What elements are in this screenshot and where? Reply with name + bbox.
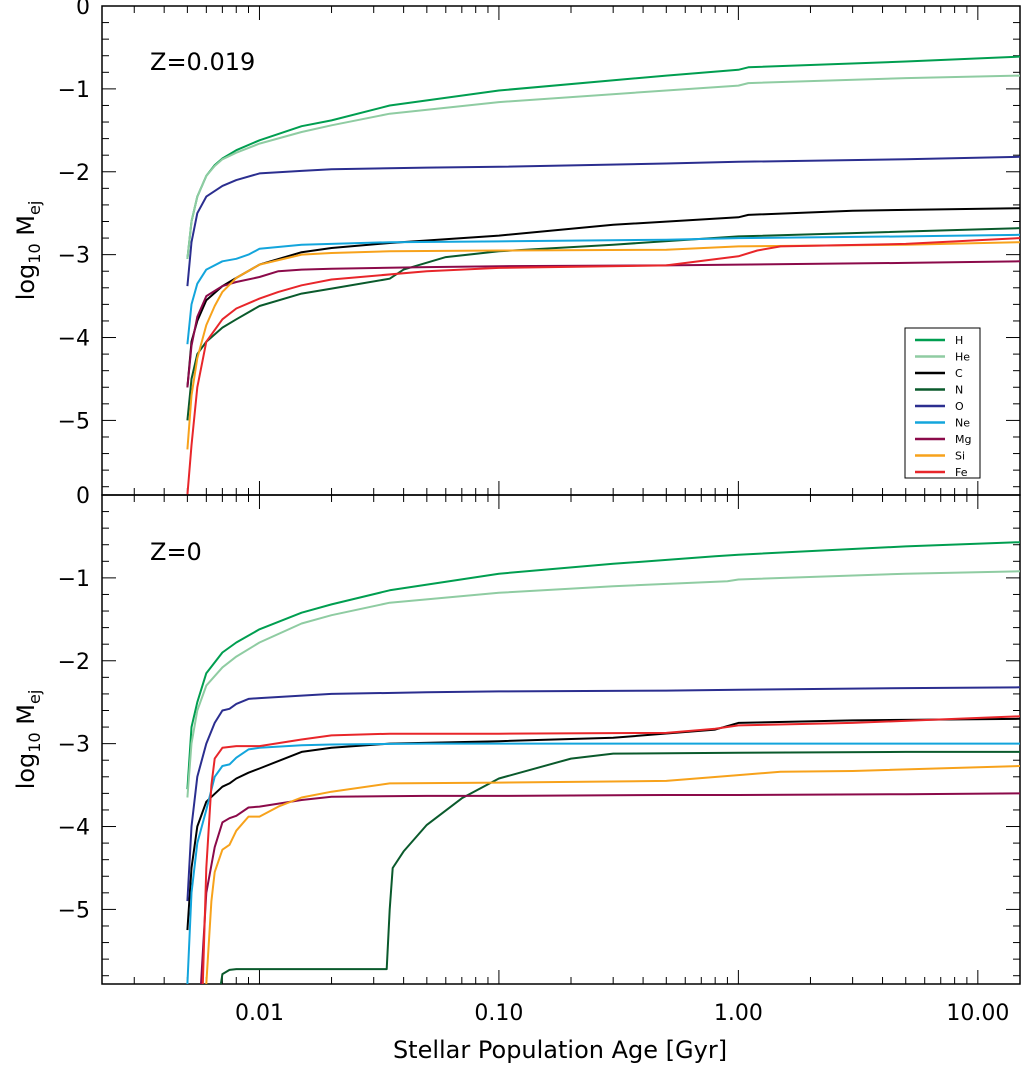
legend-label-ne: Ne — [955, 417, 970, 430]
top-series-fe — [186, 237, 1020, 495]
legend-label-c: C — [955, 367, 963, 380]
bottom-x-tick-label: 0.10 — [474, 1001, 523, 1026]
top-panel-label: Z=0.019 — [150, 48, 255, 76]
top-y-tick-label: −3 — [58, 244, 90, 269]
top-legend: H He CNO Ne Mg Si Fe — [904, 327, 981, 479]
bottom-series-he — [186, 570, 1020, 798]
top-y-tick-label: −5 — [58, 409, 90, 434]
top-y-tick-label: −4 — [58, 327, 90, 352]
top-series-o — [186, 155, 1020, 287]
legend-label-si: Si — [955, 450, 965, 463]
bottom-y-tick-label: −5 — [58, 898, 90, 923]
legend-label-n: N — [955, 384, 963, 397]
legend-label-he: He — [955, 351, 970, 364]
legend-label-o: O — [955, 400, 964, 413]
top-series-si — [186, 241, 1020, 450]
legend-box — [904, 327, 981, 479]
bottom-y-tick-label: −3 — [58, 733, 90, 758]
top-y-axis-title: log10 Mej — [12, 201, 44, 301]
bottom-series-fe — [201, 715, 1020, 984]
bottom-y-tick-label: −4 — [58, 816, 90, 841]
legend-label-mg: Mg — [955, 433, 971, 446]
bottom-x-tick-label: 10.00 — [946, 1001, 1009, 1026]
top-series-c — [186, 207, 1020, 388]
top-series-group — [186, 55, 1020, 495]
bottom-panel-label: Z=0 — [150, 538, 202, 566]
top-y-tick-label: −2 — [58, 161, 90, 186]
top-series-he — [186, 74, 1020, 259]
bottom-x-tick-label: 0.01 — [235, 1001, 284, 1026]
legend-label-h: H — [955, 334, 963, 347]
bottom-series-si — [205, 765, 1020, 984]
bottom-y-axis-title: log10 Mej — [12, 690, 44, 790]
bottom-series-ne — [186, 742, 1020, 984]
top-series-ne — [186, 233, 1020, 345]
bottom-y-tick-label: 0 — [76, 484, 90, 509]
top-y-tick-label: −1 — [58, 78, 90, 103]
top-series-h — [186, 55, 1020, 259]
bottom-series-mg — [200, 792, 1020, 984]
bottom-series-h — [186, 541, 1020, 790]
x-axis-title: Stellar Population Age [Gyr] — [393, 1036, 727, 1064]
panel-bottom: 0 −1 −2 −3 −4 −5 0.01 0.10 1.00 10.00 log10 Mej Z=0 — [12, 484, 1021, 1026]
top-series-mg — [186, 260, 1020, 388]
panel-top: 0 −1 −2 −3 −4 −5 log10 Mej Z=0.019 H He CNO Ne Mg Si F… — [12, 0, 1021, 496]
bottom-series-group — [186, 541, 1020, 984]
bottom-y-tick-label: −1 — [58, 567, 90, 592]
bottom-plot-frame — [101, 494, 1021, 985]
bottom-series-o — [186, 686, 1020, 902]
legend-label-fe: Fe — [955, 466, 968, 479]
bottom-x-tick-label: 1.00 — [714, 1001, 763, 1026]
bottom-y-tick-label: −2 — [58, 650, 90, 675]
top-series-n — [186, 227, 1020, 421]
bottom-series-c — [186, 717, 1020, 931]
top-y-tick-label: 0 — [76, 0, 90, 20]
bottom-series-n — [219, 750, 1020, 984]
